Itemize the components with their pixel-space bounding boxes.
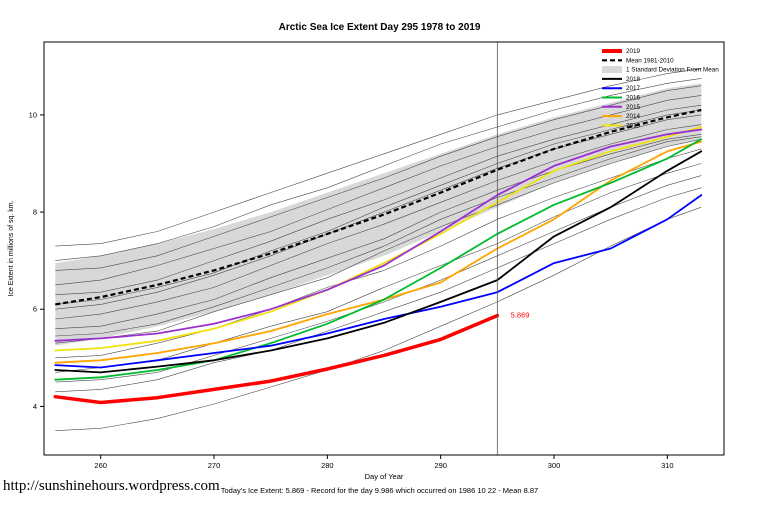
series-2018 [54,150,703,374]
legend-label: 2016 [626,95,641,102]
current-extent-annotation: 5.869 [511,311,530,320]
legend: 2019 Mean 1981-2010 1 Standard Deviation F… [602,48,719,129]
series-2017 [54,194,703,369]
series-2013 [54,126,703,352]
plot-border [43,41,725,456]
history-line-13 [55,85,702,271]
legend-label: 2017 [626,85,641,92]
history-line-0 [55,206,702,431]
legend-label: 2014 [626,113,641,120]
history-line-6 [55,136,702,337]
history-line-5 [55,138,702,344]
source-url: http://sunshinehours.wordpress.com [3,478,220,494]
x-tick-label: 310 [661,461,674,470]
legend-label: 2015 [626,104,641,111]
x-tick-label: 290 [434,461,447,470]
y-tick-label: 4 [33,402,37,411]
legend-swatch-band [602,66,622,74]
history-line-8 [55,124,702,320]
history-line-15 [55,68,702,247]
x-tick-label: 260 [94,461,107,470]
history-line-12 [55,95,702,286]
y-tick-label: 8 [33,208,37,217]
legend-label: 2019 [626,48,641,55]
y-axis-title: Ice Extent in millions of sq. km. [8,200,15,296]
history-line-10 [55,109,702,305]
series-2019 [53,313,500,405]
legend-label: 1 Standard Deviation From Mean [626,67,719,74]
x-tick-label: 280 [321,461,334,470]
series-2015 [54,128,703,342]
history-line-9 [55,114,702,310]
history-line-4 [55,148,702,359]
legend-label: 2013 [626,122,641,129]
ice-extent-summary: Today's Ice Extent: 5.869 - Record for t… [220,486,539,495]
history-line-1 [55,187,702,393]
x-tick-label: 270 [208,461,221,470]
history-line-7 [55,134,702,329]
legend-label: 2018 [626,76,641,83]
series-2016 [54,138,703,381]
x-axis-title: Day of Year [365,472,404,481]
y-tick-label: 10 [29,110,37,119]
legend-label: Mean 1981-2010 [626,57,674,64]
y-tick-label: 6 [33,305,37,314]
x-tick-label: 300 [548,461,561,470]
history-line-14 [55,78,702,261]
chart-title: Arctic Sea Ice Extent Day 295 1978 to 20… [278,22,481,33]
